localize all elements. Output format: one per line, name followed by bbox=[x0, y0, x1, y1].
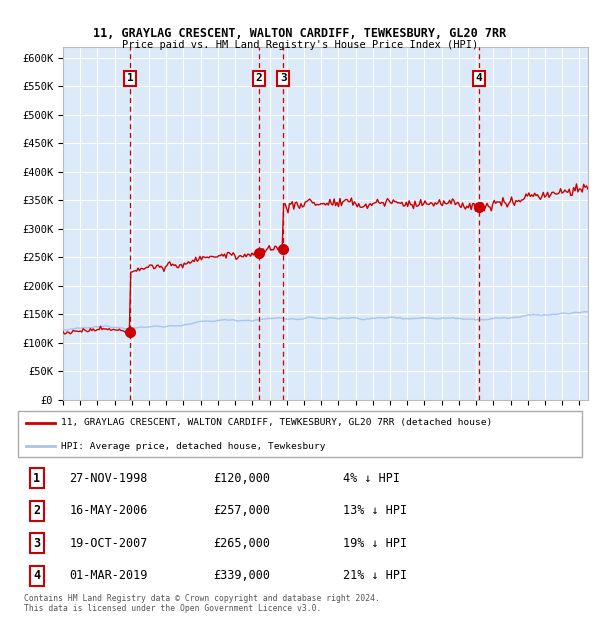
Text: £339,000: £339,000 bbox=[214, 569, 271, 582]
Text: 2: 2 bbox=[256, 73, 262, 83]
Text: 16-MAY-2006: 16-MAY-2006 bbox=[70, 504, 148, 517]
FancyBboxPatch shape bbox=[18, 410, 582, 458]
Text: £257,000: £257,000 bbox=[214, 504, 271, 517]
Text: 3: 3 bbox=[280, 73, 287, 83]
Text: 4% ↓ HPI: 4% ↓ HPI bbox=[343, 472, 400, 485]
Text: 4: 4 bbox=[33, 569, 40, 582]
Text: 11, GRAYLAG CRESCENT, WALTON CARDIFF, TEWKESBURY, GL20 7RR (detached house): 11, GRAYLAG CRESCENT, WALTON CARDIFF, TE… bbox=[61, 418, 492, 427]
Text: £265,000: £265,000 bbox=[214, 537, 271, 550]
Text: 4: 4 bbox=[475, 73, 482, 83]
Text: 13% ↓ HPI: 13% ↓ HPI bbox=[343, 504, 407, 517]
Text: Contains HM Land Registry data © Crown copyright and database right 2024.
This d: Contains HM Land Registry data © Crown c… bbox=[23, 594, 379, 613]
Text: 21% ↓ HPI: 21% ↓ HPI bbox=[343, 569, 407, 582]
Text: 27-NOV-1998: 27-NOV-1998 bbox=[70, 472, 148, 485]
Text: Price paid vs. HM Land Registry's House Price Index (HPI): Price paid vs. HM Land Registry's House … bbox=[122, 40, 478, 50]
Text: £120,000: £120,000 bbox=[214, 472, 271, 485]
Text: 19-OCT-2007: 19-OCT-2007 bbox=[70, 537, 148, 550]
Text: 01-MAR-2019: 01-MAR-2019 bbox=[70, 569, 148, 582]
Text: 11, GRAYLAG CRESCENT, WALTON CARDIFF, TEWKESBURY, GL20 7RR: 11, GRAYLAG CRESCENT, WALTON CARDIFF, TE… bbox=[94, 27, 506, 40]
Text: 1: 1 bbox=[127, 73, 134, 83]
Text: HPI: Average price, detached house, Tewkesbury: HPI: Average price, detached house, Tewk… bbox=[61, 442, 325, 451]
Text: 2: 2 bbox=[33, 504, 40, 517]
Text: 19% ↓ HPI: 19% ↓ HPI bbox=[343, 537, 407, 550]
Text: 3: 3 bbox=[33, 537, 40, 550]
Text: 1: 1 bbox=[33, 472, 40, 485]
